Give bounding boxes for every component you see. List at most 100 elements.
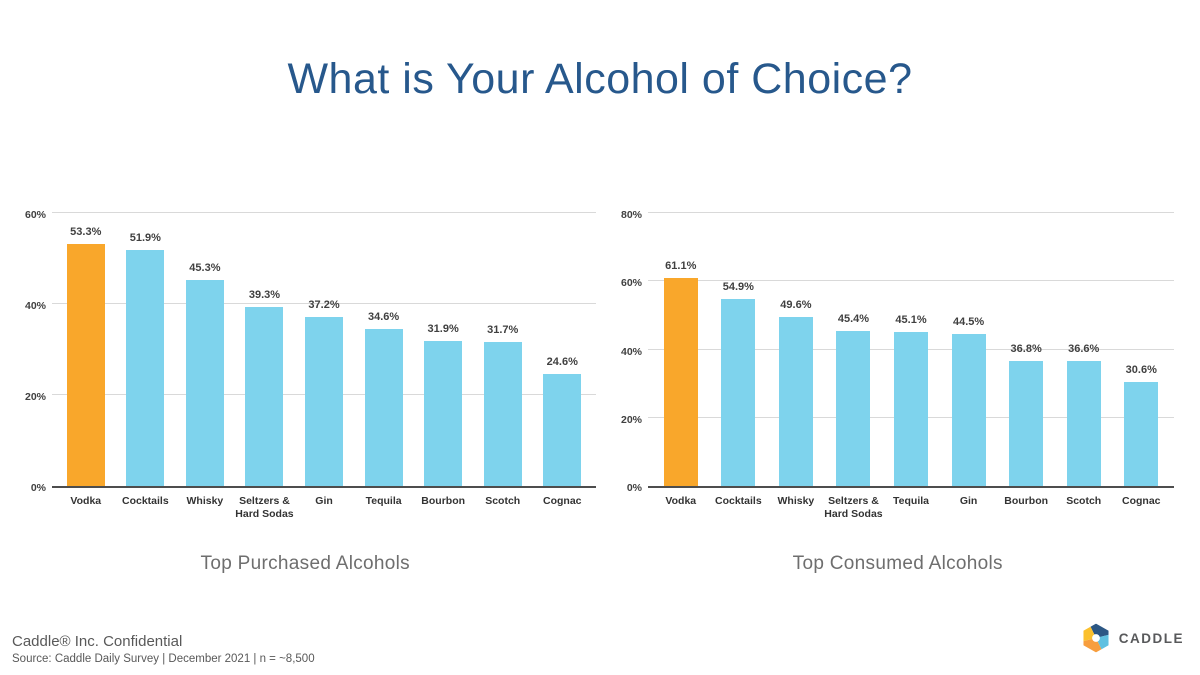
value-label: 36.6% — [1068, 343, 1100, 356]
bar-seltzers-hard-sodas — [245, 307, 284, 486]
slide-title: What is Your Alcohol of Choice? — [287, 55, 913, 103]
y-tick-label: 20% — [24, 391, 46, 404]
y-tick-label: 0% — [626, 482, 642, 494]
bar-vodka — [663, 277, 698, 486]
category-label: Cognac — [1122, 495, 1161, 507]
bar-whisky — [778, 316, 813, 486]
bar-group: 49.6% Whisky — [767, 188, 825, 507]
value-label: 51.9% — [129, 232, 161, 245]
y-tick-label: 20% — [620, 413, 642, 426]
value-label: 34.6% — [367, 310, 400, 323]
bar-whisky — [185, 280, 224, 486]
y-tick-label: 80% — [620, 209, 642, 222]
bar-cocktails — [721, 298, 756, 486]
bar-group: 31.9% Bourbon — [413, 188, 473, 507]
bar-group: 54.9% Cocktails — [710, 188, 768, 507]
logo-segment-orange — [1083, 638, 1109, 653]
bar-group: 36.8% Bourbon — [997, 188, 1055, 507]
category-label: Seltzers & Hard Sodas — [235, 495, 294, 521]
bar-cognac — [1124, 381, 1159, 486]
category-label: Scotch — [1066, 495, 1102, 507]
value-label: 49.6% — [780, 298, 812, 311]
gridline — [52, 303, 596, 305]
y-tick-label: 40% — [620, 345, 642, 358]
category-label: Vodka — [665, 495, 697, 507]
bar-scotch — [483, 341, 522, 486]
category-label: Cocktails — [715, 495, 762, 507]
value-label: 45.1% — [895, 314, 927, 327]
value-label: 31.9% — [427, 323, 459, 335]
bar-group: 31.7% Scotch — [473, 188, 533, 507]
y-tick-label: 0% — [30, 482, 46, 494]
bar-bourbon — [1009, 360, 1044, 486]
value-label: 31.7% — [487, 323, 519, 336]
bar-group: 53.3% Vodka — [56, 188, 116, 507]
y-axis-purchased: 0% 20% 40% 60% — [18, 188, 52, 494]
confidential-text: Caddle® Inc. Confidential — [12, 633, 183, 650]
gridline — [648, 280, 1174, 282]
value-label: 53.3% — [70, 225, 102, 238]
bar-gin — [951, 334, 986, 486]
bar-group: 37.2% Gin — [294, 188, 354, 507]
caddle-logo-icon — [1083, 623, 1109, 653]
bar-tequila — [894, 332, 929, 486]
value-label: 39.3% — [248, 289, 281, 302]
caddle-logo: CADDLE — [1081, 623, 1184, 653]
y-axis-consumed: 0% 20% 40% 60% 80% — [614, 188, 648, 494]
value-label: 36.8% — [1010, 342, 1042, 355]
bar-seltzers-hard-sodas — [836, 331, 871, 486]
category-label: Bourbon — [1004, 495, 1049, 507]
y-tick-label: 60% — [24, 209, 46, 222]
bar-group: 34.6% Tequila — [354, 188, 414, 507]
category-label: Seltzers & Hard Sodas — [824, 495, 883, 521]
bar-scotch — [1066, 361, 1101, 486]
captions-row: Top Purchased Alcohols Top Consumed Alco… — [0, 553, 1200, 575]
logo-segment-yellow — [1083, 623, 1096, 649]
caption-top-consumed: Top Consumed Alcohols — [792, 553, 1003, 574]
value-label: 30.6% — [1125, 363, 1157, 376]
category-label: Cognac — [543, 495, 582, 507]
category-label: Tequila — [365, 495, 402, 507]
value-label: 45.3% — [189, 262, 221, 275]
value-label: 37.2% — [308, 298, 340, 311]
bar-group: 30.6% Cognac — [1113, 188, 1171, 507]
logo-segment-blue — [1095, 627, 1109, 653]
bars-consumed: 61.1% Vodka 54.9% Cocktails 49.6% Whisky 45.4%… — [648, 188, 1174, 520]
category-label: Bourbon — [421, 495, 466, 507]
caption-top-purchased: Top Purchased Alcohols — [200, 553, 410, 574]
category-label: Gin — [315, 495, 333, 507]
bar-gin — [305, 316, 344, 486]
category-label: Whisky — [777, 495, 815, 507]
bar-bourbon — [424, 341, 463, 486]
category-label: Whisky — [186, 495, 224, 507]
bar-group: 39.3% Seltzers & Hard Sodas — [235, 188, 295, 520]
bar-group: 51.9% Cocktails — [116, 188, 176, 507]
value-label: 61.1% — [665, 259, 697, 272]
gridline — [648, 212, 1174, 214]
category-label: Vodka — [70, 495, 102, 507]
chart-top-purchased: 0% 20% 40% 60% 53.3% Vodka 51.9% Cocktails 45.3… — [18, 188, 596, 520]
gridline — [52, 212, 596, 214]
caddle-logo-text: CADDLE — [1118, 630, 1184, 646]
bar-group: 61.1% Vodka — [652, 188, 710, 507]
bar-cognac — [543, 374, 582, 486]
bar-cocktails — [126, 250, 165, 486]
plot-area-purchased: 53.3% Vodka 51.9% Cocktails 45.3% Whisky 39.3%… — [52, 188, 596, 520]
bar-vodka — [66, 243, 105, 486]
y-tick-label: 40% — [24, 300, 46, 313]
category-label: Tequila — [893, 495, 930, 507]
bar-group: 45.3% Whisky — [175, 188, 235, 507]
value-label: 44.5% — [952, 316, 985, 329]
y-tick-label: 60% — [620, 277, 642, 290]
value-label: 54.9% — [722, 280, 754, 293]
category-label: Cocktails — [122, 495, 169, 507]
footer: Caddle® Inc. Confidential Source: Caddle… — [12, 633, 315, 665]
bar-tequila — [364, 328, 403, 486]
value-label: 45.4% — [837, 313, 870, 326]
bar-group: 36.6% Scotch — [1055, 188, 1113, 507]
value-label: 24.6% — [546, 356, 578, 369]
bar-group: 44.5% Gin — [940, 188, 998, 507]
category-label: Scotch — [485, 495, 521, 507]
bar-group: 24.6% Cognac — [533, 188, 593, 507]
